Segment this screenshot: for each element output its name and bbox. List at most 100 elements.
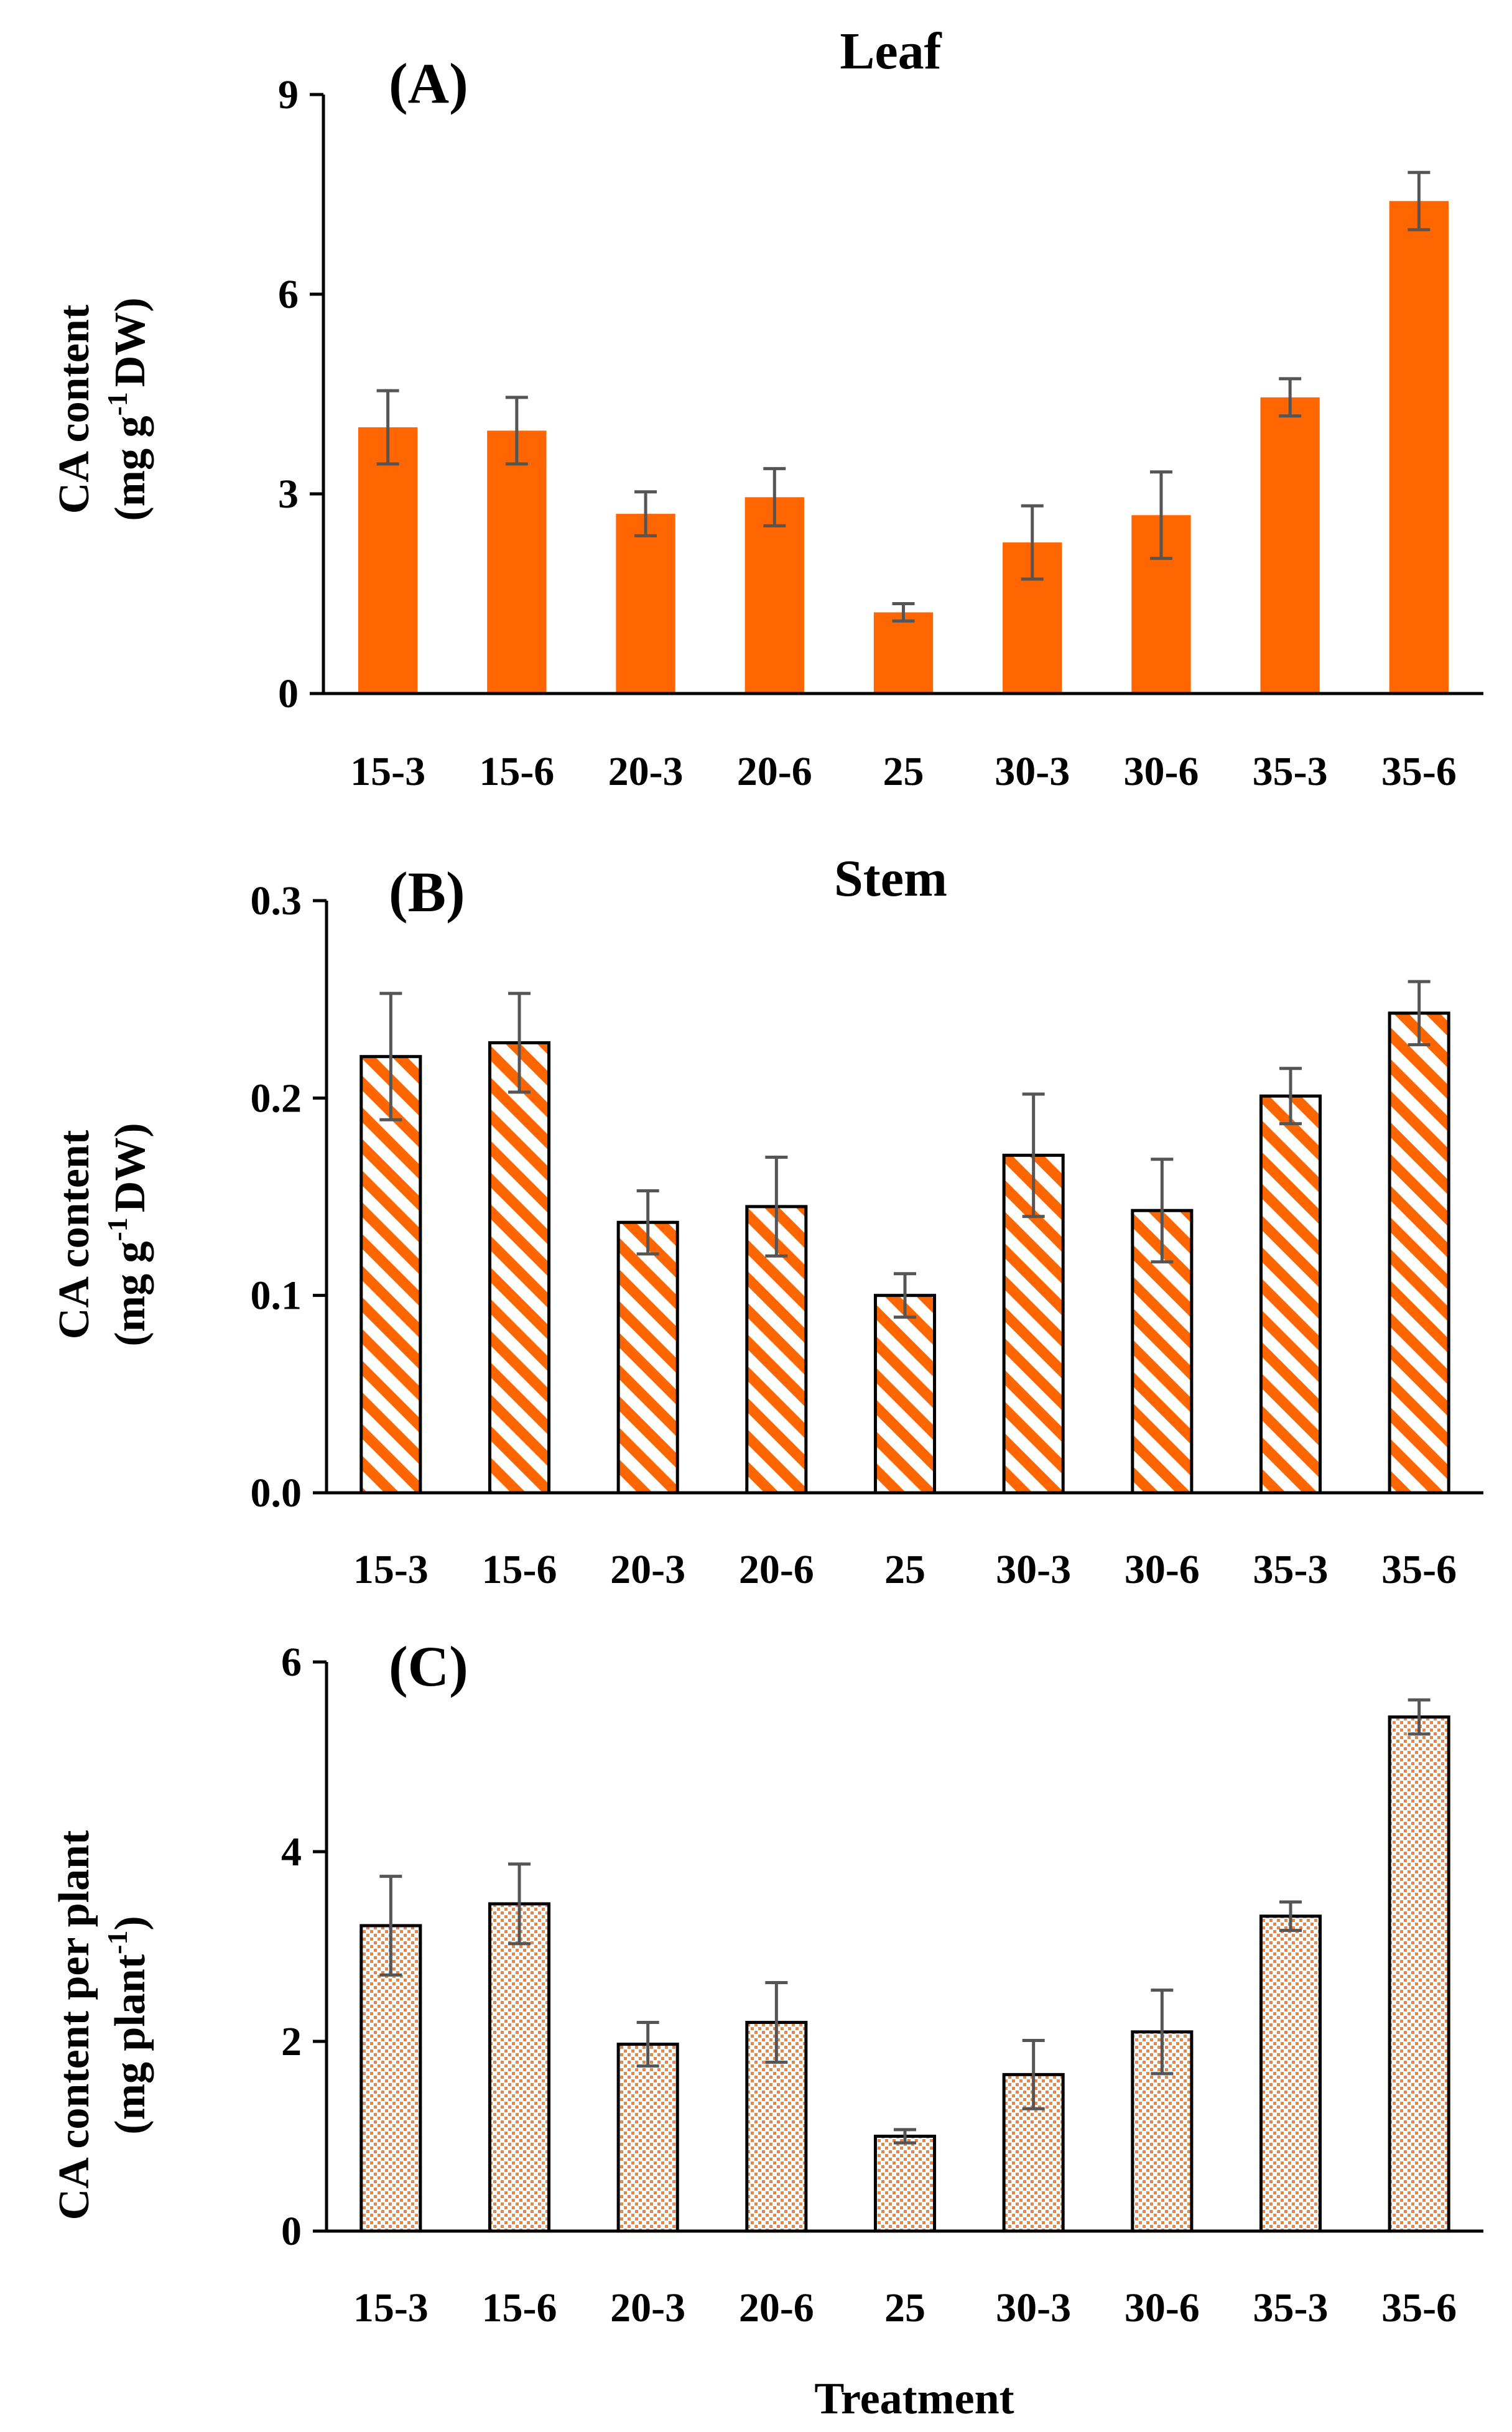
error-bar-a-30-3 [1021, 504, 1044, 581]
error-bar-c-20-3 [636, 2021, 659, 2068]
bar-c-35-3 [1259, 1915, 1322, 2233]
bar-c-25 [873, 2135, 937, 2233]
error-bar-a-35-3 [1279, 377, 1302, 418]
x-tick-label-a-15-6: 15-6 [479, 749, 554, 794]
error-bar-b-35-6 [1408, 980, 1431, 1047]
y-axis-label-b-line2: (mg g-1 DW) [101, 1123, 154, 1346]
x-tick-labels-c: 15-3 15-6 20-3 20-6 25 30-3 30-6 35-3 35-6 [353, 2285, 1457, 2331]
error-bar-c-35-6 [1408, 1698, 1431, 1736]
x-tick-label-c-15-3: 15-3 [353, 2285, 429, 2331]
bar-a-35-6 [1389, 201, 1449, 694]
error-bars-c [379, 1698, 1431, 2145]
x-tick-label-a-15-3: 15-3 [350, 749, 425, 794]
error-bar-c-15-3 [379, 1875, 402, 1977]
y-tick-label-a-3: 9 [278, 72, 299, 118]
x-tick-label-c-20-6: 20-6 [739, 2285, 814, 2331]
bar-a-15-6 [487, 430, 547, 694]
x-tick-label-a-30-3: 30-3 [995, 749, 1070, 794]
bar-c-15-6 [488, 1902, 551, 2233]
bar-b-35-6 [1388, 1011, 1450, 1495]
x-tick-label-b-35-3: 35-3 [1253, 1547, 1329, 1592]
x-tick-label-c-25: 25 [884, 2285, 925, 2331]
axes-c [325, 1662, 1483, 2233]
bar-b-15-6 [488, 1041, 551, 1495]
x-tick-label-a-30-6: 30-6 [1123, 749, 1199, 794]
y-ticks-a: 0 3 6 9 [278, 72, 323, 717]
y-tick-label-b-2: 0.2 [251, 1075, 302, 1121]
error-bar-b-20-6 [765, 1156, 788, 1258]
error-bar-c-30-6 [1151, 1989, 1174, 2076]
bar-c-35-6 [1388, 1715, 1450, 2233]
y-axis-label-a-line1: CA content [50, 305, 98, 514]
x-tick-label-c-30-6: 30-6 [1125, 2285, 1200, 2331]
y-ticks-b: 0.0 0.1 0.2 0.3 [251, 878, 327, 1516]
panel-per-plant: (C) CA content per plant (mg plant-1) 0 2… [50, 1635, 1483, 2423]
x-tick-label-c-20-3: 20-3 [610, 2285, 685, 2331]
error-bar-b-15-3 [379, 991, 402, 1121]
error-bar-b-20-3 [636, 1189, 659, 1256]
y-tick-label-c-2: 4 [281, 1829, 302, 1875]
bar-a-25 [873, 612, 934, 694]
y-axis-label-c-sup: -1 [101, 1931, 133, 1954]
bar-a-20-6 [744, 497, 804, 694]
error-bar-b-15-6 [508, 991, 531, 1094]
y-tick-label-a-1: 3 [278, 471, 299, 517]
axes-a [322, 95, 1483, 695]
x-tick-label-b-25: 25 [884, 1547, 925, 1592]
panel-title-stem: Stem [834, 850, 947, 907]
bar-a-35-3 [1260, 397, 1320, 694]
x-tick-labels-a: 15-3 15-6 20-3 20-6 25 30-3 30-6 35-3 35-6 [350, 749, 1457, 794]
error-bars-a [376, 170, 1431, 623]
error-bar-a-15-3 [376, 389, 399, 466]
bars-c [359, 1715, 1450, 2233]
y-axis-label-a-unit: (mg g [106, 416, 154, 521]
y-axis-label-b-sup: -1 [101, 1217, 133, 1241]
y-tick-label-b-3: 0.3 [251, 878, 302, 924]
panel-title-leaf: Leaf [840, 22, 942, 80]
bar-c-15-3 [359, 1924, 422, 2233]
bar-b-35-3 [1259, 1094, 1322, 1495]
x-tick-label-b-30-3: 30-3 [996, 1547, 1071, 1592]
x-axis-title: Treatment [814, 2374, 1014, 2423]
x-tick-label-b-15-3: 15-3 [353, 1547, 429, 1592]
error-bar-b-30-6 [1151, 1158, 1174, 1264]
error-bar-b-25 [894, 1272, 916, 1319]
bar-b-15-3 [359, 1055, 422, 1495]
x-tick-label-b-30-6: 30-6 [1125, 1547, 1200, 1592]
error-bar-c-30-3 [1022, 2038, 1045, 2110]
x-tick-label-a-35-3: 35-3 [1253, 749, 1328, 794]
error-bar-b-30-3 [1022, 1092, 1045, 1218]
panel-stem: (B) Stem CA content (mg g-1 DW) 0.0 0.1 0.2… [50, 850, 1483, 1592]
panel-label-a: (A) [389, 52, 468, 115]
error-bar-a-35-6 [1408, 170, 1431, 231]
x-tick-label-b-15-6: 15-6 [482, 1547, 557, 1592]
bar-a-20-3 [616, 514, 675, 694]
y-axis-label-a-sup: -1 [101, 392, 133, 415]
y-axis-label-c-line1: CA content per plant [50, 1831, 98, 2221]
panel-leaf: (A) Leaf CA content (mg g-1 DW) 0 3 6 9 15-3… [50, 22, 1483, 794]
error-bar-a-20-6 [763, 466, 786, 527]
x-tick-label-a-20-6: 20-6 [737, 749, 812, 794]
y-tick-label-c-3: 6 [281, 1640, 302, 1685]
bar-b-25 [873, 1294, 937, 1495]
y-axis-label-c-unit: (mg plant [106, 1954, 154, 2135]
y-axis-label-c-suffix: ) [106, 1916, 154, 1930]
x-tick-label-b-20-3: 20-3 [610, 1547, 685, 1592]
x-tick-label-c-15-6: 15-6 [482, 2285, 557, 2331]
x-tick-label-b-20-6: 20-6 [739, 1547, 814, 1592]
y-axis-label-a-line2: (mg g-1 DW) [101, 297, 154, 521]
y-axis-label-b-unit: (mg g [106, 1242, 154, 1347]
x-tick-label-a-20-3: 20-3 [608, 749, 684, 794]
y-tick-label-c-0: 0 [281, 2209, 302, 2254]
panel-label-b: (B) [389, 860, 465, 924]
y-axis-label-b-suffix: DW) [106, 1123, 154, 1212]
bars-b [359, 1011, 1450, 1495]
y-axis-label-a-suffix: DW) [106, 297, 154, 387]
error-bar-a-20-3 [634, 490, 657, 537]
y-ticks-c: 0 2 4 6 [281, 1640, 327, 2254]
x-tick-label-c-35-6: 35-6 [1381, 2285, 1457, 2331]
x-tick-label-c-30-3: 30-3 [996, 2285, 1071, 2331]
bars-a [358, 201, 1449, 694]
error-bar-b-35-3 [1279, 1067, 1302, 1126]
